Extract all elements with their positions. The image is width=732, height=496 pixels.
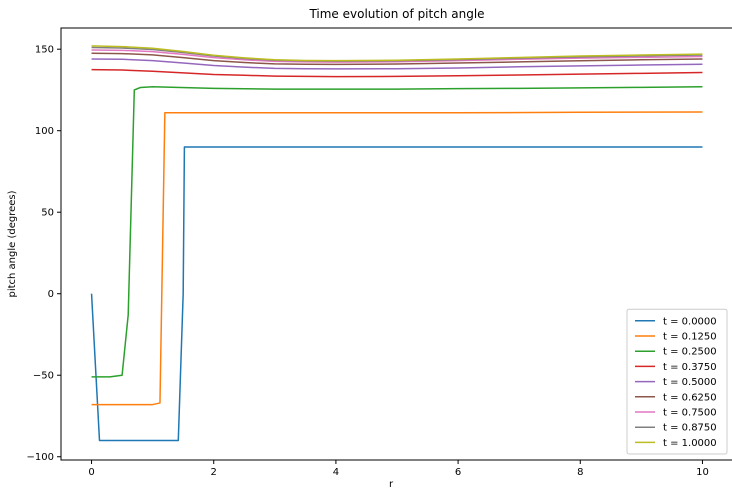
series-line-0 xyxy=(90,146,703,442)
plot-area xyxy=(61,28,732,460)
x-tick-label-5: 10 xyxy=(696,467,709,478)
series-line-8 xyxy=(91,45,703,62)
legend-label-6: t = 0.7500 xyxy=(663,408,717,419)
legend-label-7: t = 0.8750 xyxy=(663,423,717,434)
x-tick-label-0: 0 xyxy=(88,467,94,478)
series-line-5 xyxy=(91,52,703,66)
plot-frame xyxy=(60,27,732,461)
legend-label-4: t = 0.5000 xyxy=(663,377,717,388)
series-line-2 xyxy=(91,85,703,378)
x-axis-label: r xyxy=(389,479,394,490)
chart-title: Time evolution of pitch angle xyxy=(308,7,484,21)
legend-label-3: t = 0.3750 xyxy=(663,362,717,373)
y-tick-label-2: 0 xyxy=(48,289,54,300)
legend-label-0: t = 0.0000 xyxy=(663,316,717,327)
series-line-3 xyxy=(91,68,703,78)
y-tick-label-5: 150 xyxy=(35,45,54,56)
y-tick-label-1: −50 xyxy=(33,371,54,382)
legend-label-8: t = 1.0000 xyxy=(663,438,717,449)
y-tick-label-0: −100 xyxy=(27,452,54,463)
series-layer xyxy=(90,45,703,442)
y-tick-label-3: 50 xyxy=(41,208,54,219)
y-axis-label: pitch angle (degrees) xyxy=(7,190,18,297)
x-tick-label-3: 6 xyxy=(455,467,461,478)
y-axis-ticks: −100 −50 0 50 100 150 xyxy=(27,45,61,463)
legend: t = 0.0000 t = 0.1250 t = 0.2500 t = 0.3750… xyxy=(626,308,728,455)
series-line-6 xyxy=(91,49,703,63)
legend-label-1: t = 0.1250 xyxy=(663,332,717,343)
legend-label-2: t = 0.2500 xyxy=(663,347,717,358)
series-line-1 xyxy=(91,111,703,406)
x-tick-label-4: 8 xyxy=(577,467,583,478)
legend-box xyxy=(626,308,728,455)
x-tick-label-2: 4 xyxy=(333,467,339,478)
y-tick-label-4: 100 xyxy=(35,126,54,137)
x-axis-ticks: 0 2 4 6 8 10 xyxy=(88,460,709,478)
x-tick-label-1: 2 xyxy=(211,467,217,478)
legend-label-5: t = 0.6250 xyxy=(663,392,717,403)
series-line-4 xyxy=(91,58,703,70)
